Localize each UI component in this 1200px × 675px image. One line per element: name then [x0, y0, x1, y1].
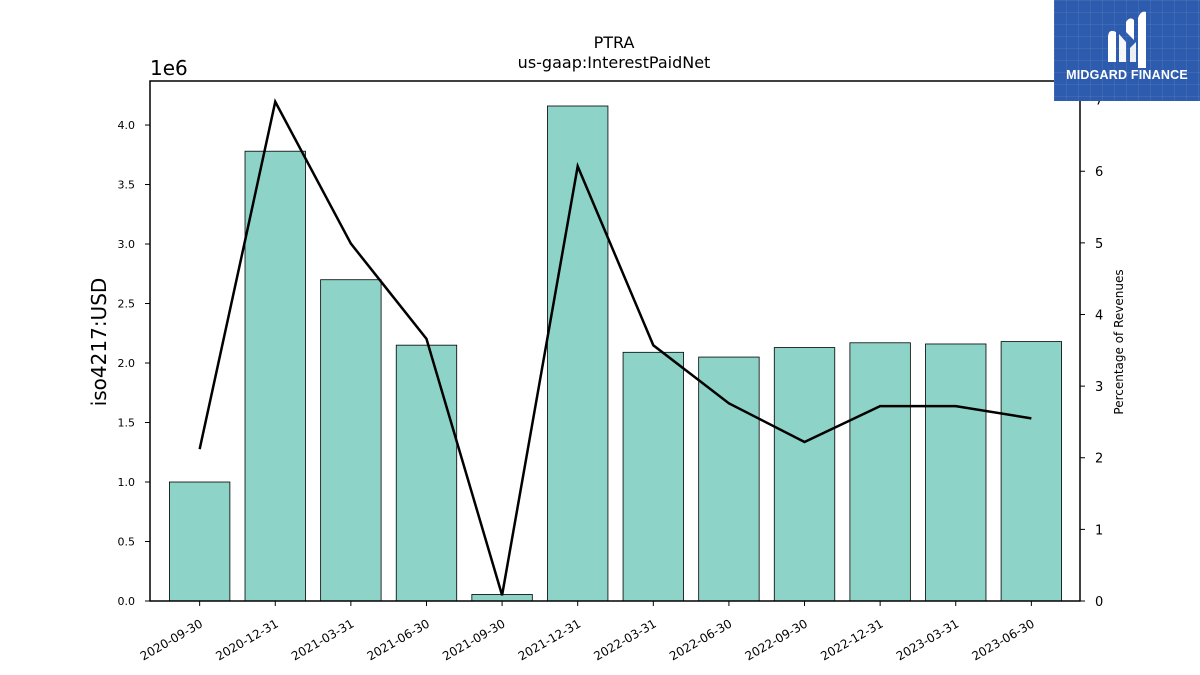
- bar-2020-09-30: [169, 481, 231, 602]
- brand-name: MIDGARD FINANCE: [1066, 68, 1188, 82]
- bar-2022-12-31: [849, 342, 911, 602]
- y-tick-label: 3.5: [118, 179, 136, 192]
- y-tick-label: 0.5: [118, 536, 136, 549]
- y-axis-ticks: 0.0 0.5 1.0 1.5 2.0 2.5 3.0 3.5 4.0: [118, 119, 150, 608]
- x-tick-label: 2022-03-31: [591, 616, 658, 663]
- x-axis-ticks: 2020-09-30 2020-12-31 2021-03-31 2021-06-30…: [138, 601, 1037, 663]
- y-tick-label: 3.0: [118, 238, 136, 251]
- x-tick-label: 2023-03-31: [894, 616, 961, 663]
- x-tick-label: 2021-09-30: [440, 616, 507, 663]
- bar-series: [169, 105, 1062, 602]
- y-tick-label: 4.0: [118, 119, 136, 132]
- bar-2022-09-30: [773, 347, 836, 602]
- bar-2022-06-30: [698, 356, 760, 602]
- plot-frame: [149, 80, 1081, 602]
- y2-tick-label: 5: [1095, 237, 1103, 252]
- percentage-line: [198, 98, 1032, 596]
- y-axis-offset-label: 1e6: [150, 56, 188, 80]
- x-tick-label: 2021-12-31: [516, 616, 583, 663]
- y2-tick-label: 2: [1095, 452, 1103, 467]
- bar-2021-12-31: [547, 105, 609, 602]
- line-series: [198, 98, 1032, 596]
- x-tick-label: 2022-06-30: [667, 616, 734, 663]
- y-axis-label: iso4217:USD: [87, 278, 111, 407]
- y2-axis-ticks: 0 1 2 3 4 5 6 7: [1080, 94, 1103, 610]
- y2-tick-label: 6: [1095, 165, 1103, 180]
- y2-tick-label: 4: [1095, 308, 1103, 323]
- midgard-m-logo-icon: [1108, 11, 1146, 68]
- bar-2020-12-31: [244, 150, 306, 602]
- y2-tick-label: 3: [1095, 380, 1103, 395]
- x-tick-label: 2021-06-30: [365, 616, 432, 663]
- x-tick-label: 2023-06-30: [969, 616, 1036, 663]
- x-tick-label: 2020-09-30: [138, 616, 205, 663]
- y2-axis-label: Percentage of Revenues: [1112, 269, 1126, 414]
- y-tick-label: 1.5: [118, 417, 136, 430]
- y2-tick-label: 1: [1095, 523, 1103, 538]
- x-tick-label: 2020-12-31: [213, 616, 280, 663]
- y2-tick-label: 7: [1095, 94, 1103, 109]
- bar-2021-03-31: [320, 279, 382, 602]
- y-tick-label: 2.0: [118, 357, 136, 370]
- y2-tick-label: 0: [1095, 595, 1103, 610]
- x-tick-label: 2022-09-30: [743, 616, 810, 663]
- chart-title: PTRA: [594, 33, 635, 52]
- y-tick-label: 2.5: [118, 298, 136, 311]
- bar-2021-06-30: [395, 344, 458, 602]
- midgard-finance-logo: MIDGARD FINANCE: [1054, 0, 1200, 101]
- bar-2022-03-31: [622, 351, 684, 602]
- y-tick-label: 1.0: [118, 476, 136, 489]
- chart-subtitle: us-gaap:InterestPaidNet: [518, 53, 711, 72]
- bar-2023-06-30: [1000, 341, 1062, 602]
- bar-2023-03-31: [925, 343, 987, 602]
- x-tick-label: 2021-03-31: [289, 616, 356, 663]
- y-tick-label: 0.0: [118, 595, 136, 608]
- x-tick-label: 2022-12-31: [818, 616, 885, 663]
